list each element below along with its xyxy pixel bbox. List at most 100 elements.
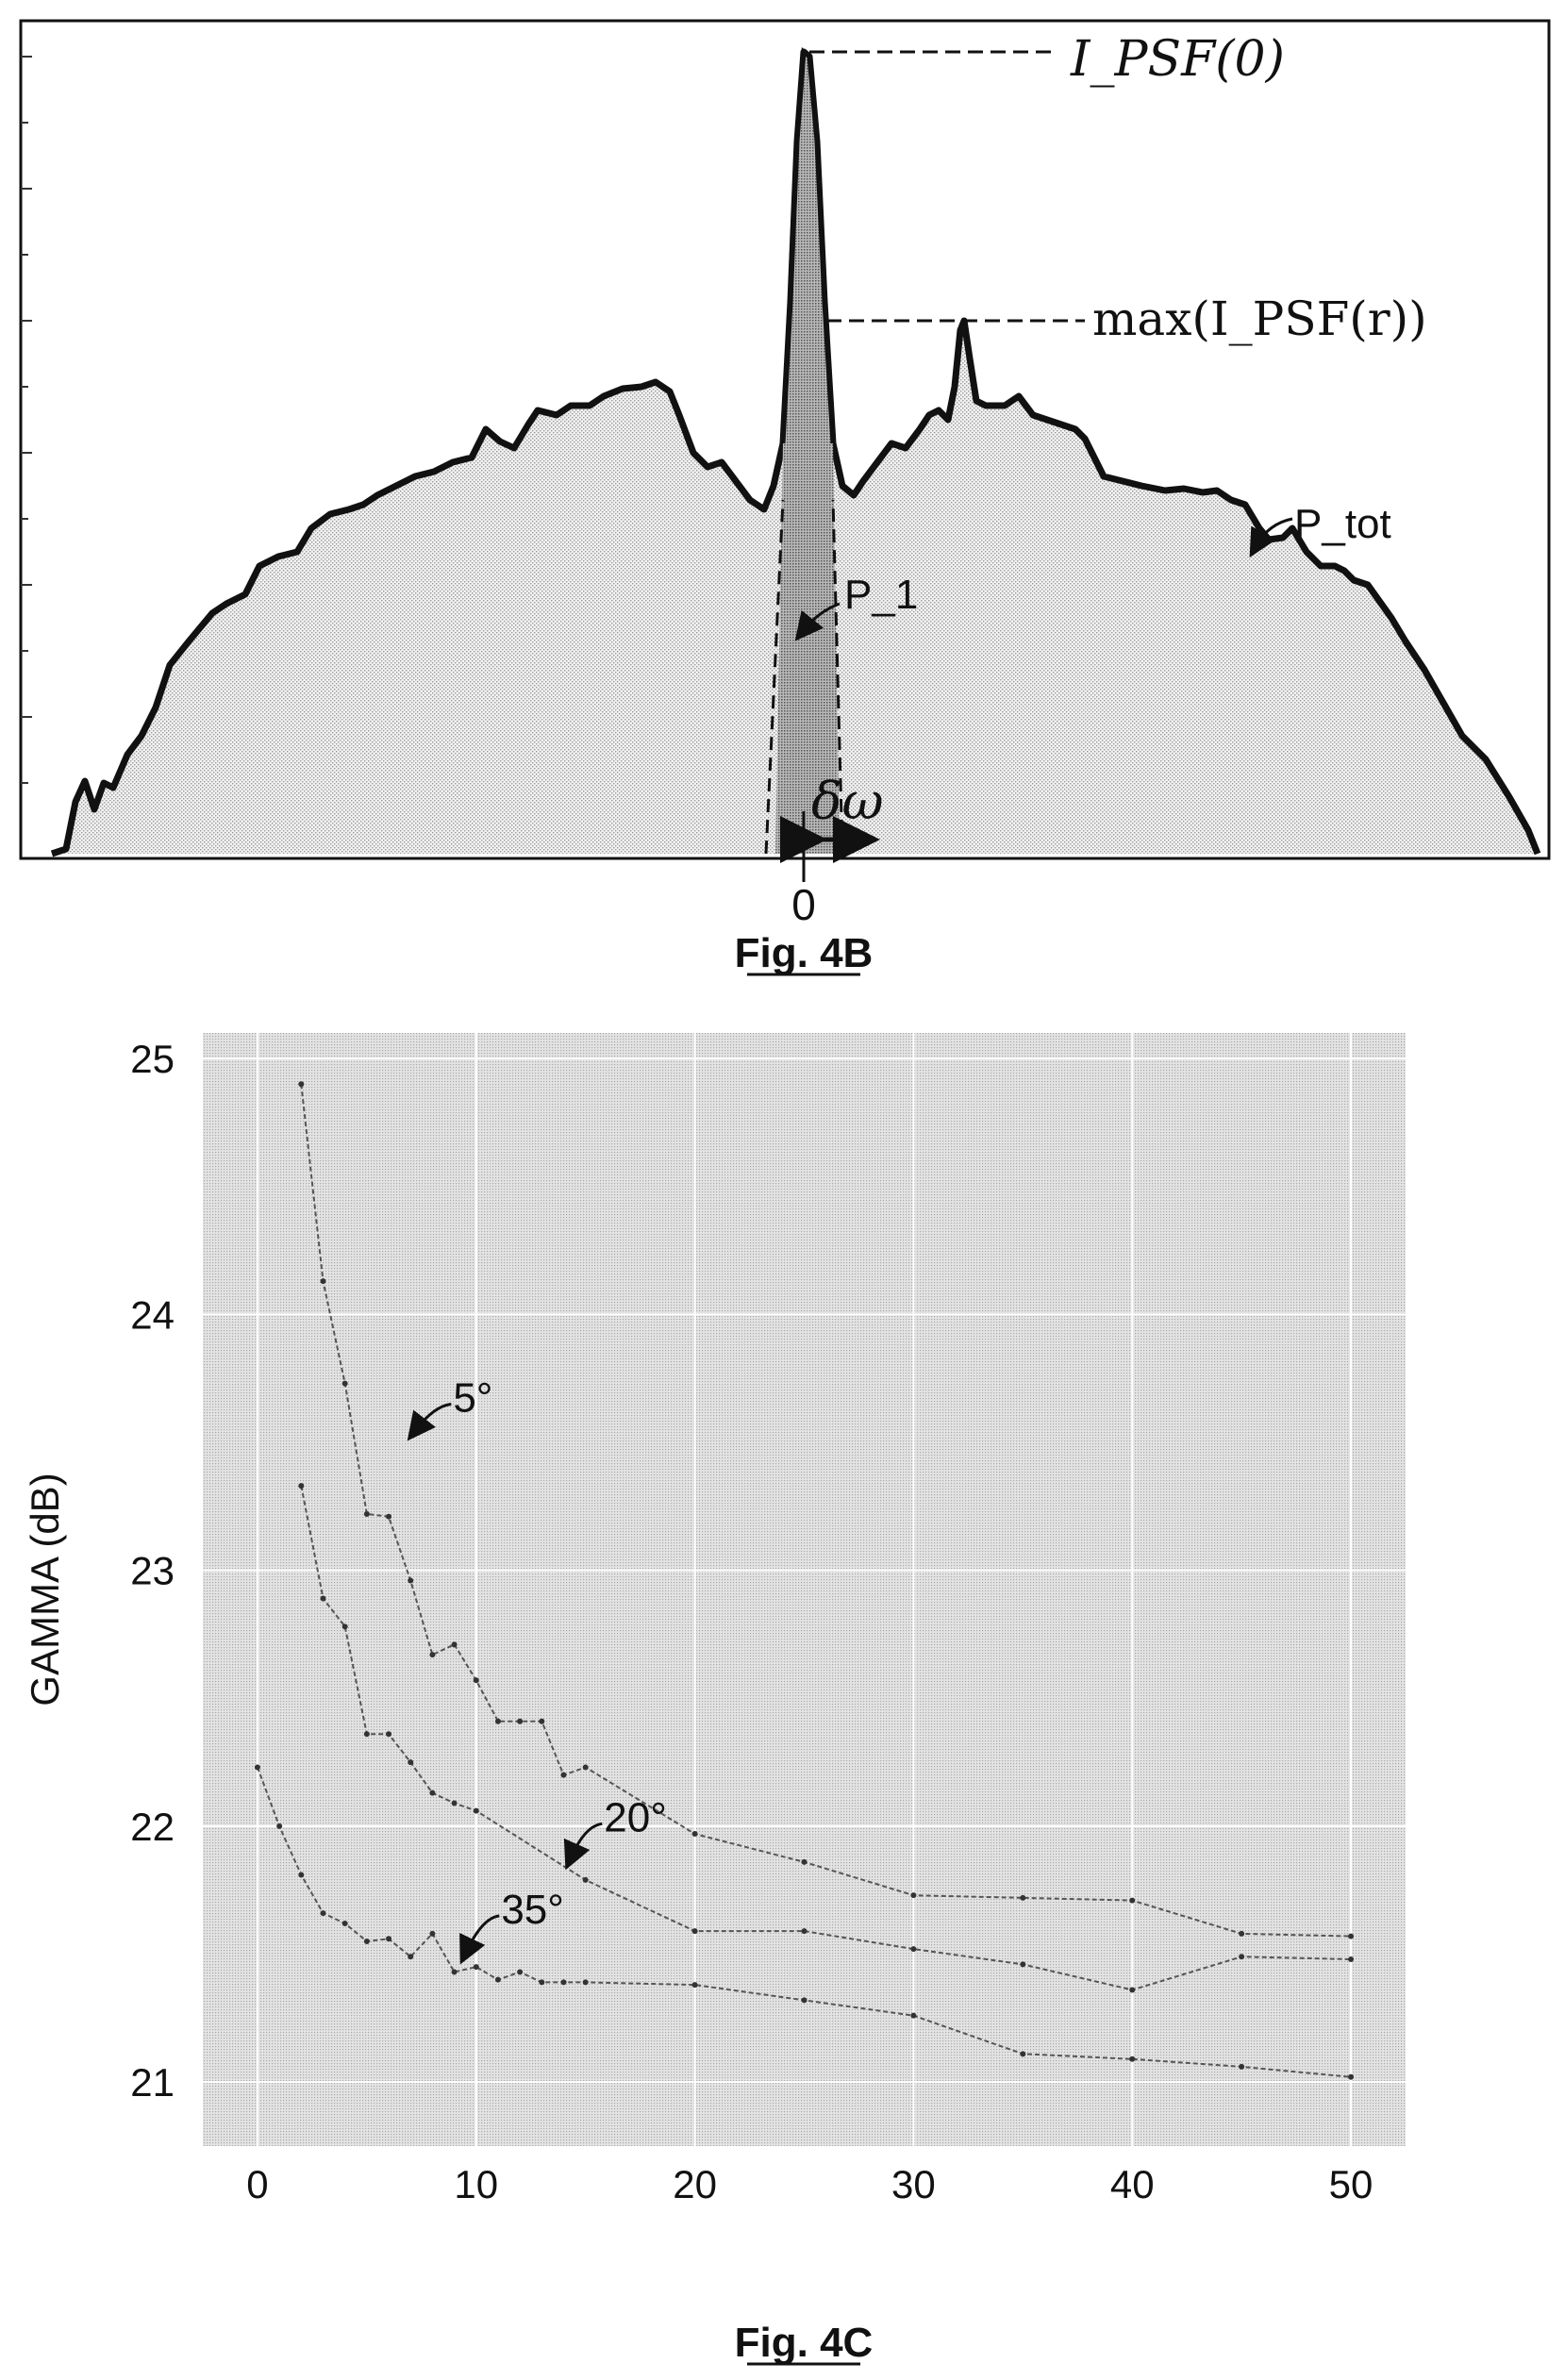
x-tick-label: 30: [891, 2162, 936, 2206]
y-tick-label: 22: [130, 1805, 175, 1849]
data-point: [801, 1997, 807, 2004]
x-tick-labels: 0 10 20 30 40 50: [246, 2162, 1373, 2206]
data-point: [298, 1483, 305, 1490]
data-point: [429, 1789, 436, 1796]
data-point: [1348, 1956, 1355, 1962]
data-point: [801, 1858, 807, 1865]
data-point: [341, 1921, 348, 1926]
data-point: [320, 1910, 326, 1917]
data-point: [1020, 2051, 1026, 2057]
p-1-arrow: [794, 602, 841, 641]
data-point: [1129, 2055, 1136, 2062]
data-point: [408, 1954, 414, 1960]
data-point: [539, 1718, 545, 1724]
figure-4b: I_PSF(0) max(I_PSF(r)) P_tot P_1 δω 0 Fi…: [19, 19, 1551, 976]
data-point: [276, 1822, 283, 1829]
data-point: [1020, 1894, 1026, 1901]
fig4b-left-ticks: [21, 56, 32, 784]
data-point: [1239, 2063, 1245, 2070]
y-tick-label: 21: [130, 2060, 175, 2105]
data-point: [1020, 1961, 1026, 1968]
central-lobe-curve: [780, 46, 836, 444]
data-point: [1129, 1897, 1136, 1904]
data-point: [1129, 1987, 1136, 1993]
y-tick-label: 24: [130, 1292, 175, 1337]
data-point: [473, 1964, 479, 1971]
series-label-arrow: [459, 1914, 500, 1965]
series-label-arrow: [407, 1402, 452, 1441]
data-point: [560, 1979, 567, 1986]
data-point: [910, 2012, 917, 2019]
series-label: 20°: [604, 1794, 667, 1840]
data-point: [539, 1979, 545, 1986]
data-point: [386, 1513, 392, 1520]
data-point: [341, 1380, 348, 1387]
data-point: [429, 1652, 436, 1658]
data-point: [582, 1979, 589, 1986]
data-point: [910, 1892, 917, 1899]
p-1-label: P_1: [844, 572, 918, 618]
x-tick-label: 10: [454, 2162, 498, 2206]
data-point: [386, 1936, 392, 1942]
x-tick-label: 0: [246, 2162, 268, 2206]
data-point: [386, 1731, 392, 1738]
data-point: [1348, 2073, 1355, 2080]
x-tick-label: 40: [1110, 2162, 1155, 2206]
data-point: [801, 1928, 807, 1935]
plot-area: [203, 1033, 1406, 2146]
data-point: [363, 1731, 370, 1738]
data-point: [341, 1623, 348, 1630]
y-tick-label: 25: [130, 1037, 175, 1081]
delta-omega-label: δω: [811, 772, 884, 831]
data-point: [582, 1764, 589, 1771]
y-tick-label: 23: [130, 1549, 175, 1593]
data-point: [1239, 1930, 1245, 1937]
data-point: [691, 1982, 698, 1989]
series-layer: 5° 20° 35°: [254, 1081, 1355, 2080]
data-point: [363, 1510, 370, 1517]
data-point: [320, 1595, 326, 1602]
data-point: [494, 1976, 501, 1983]
data-point: [254, 1764, 260, 1771]
data-point: [691, 1831, 698, 1838]
data-point: [1239, 1954, 1245, 1960]
data-point: [517, 1969, 524, 1975]
lobe-boundary-left: [764, 499, 785, 855]
data-point: [560, 1772, 567, 1778]
y-axis-label: GAMMA (dB): [23, 1473, 67, 1706]
data-point: [691, 1928, 698, 1935]
data-point: [473, 1807, 479, 1814]
origin-label: 0: [791, 880, 816, 929]
data-point: [494, 1718, 501, 1724]
p-tot-label: P_tot: [1294, 501, 1391, 547]
series-label: 35°: [501, 1887, 564, 1933]
p-tot-arrow: [1249, 517, 1293, 558]
fig4b-caption: Fig. 4B: [735, 930, 874, 976]
data-point: [451, 1641, 458, 1648]
x-tick-label: 20: [673, 2162, 717, 2206]
fig4c-caption: Fig. 4C: [735, 2320, 874, 2366]
figure-4c: 21 22 23 24 25 0 10 20 30 40 50 5° 20° 35° GAMMA (d…: [23, 1033, 1406, 2366]
central-lobe-area: [775, 52, 840, 854]
max-sidelobe-label: max(I_PSF(r)): [1092, 291, 1427, 346]
data-point: [320, 1278, 326, 1285]
data-point: [408, 1577, 414, 1584]
data-point: [473, 1677, 479, 1684]
data-point: [1348, 1933, 1355, 1939]
lobe-boundary-right: [831, 499, 844, 855]
series-label: 5°: [453, 1374, 492, 1421]
series-label-arrow: [563, 1822, 603, 1871]
psf-peak-label: I_PSF(0): [1070, 31, 1285, 88]
data-point: [363, 1938, 370, 1944]
data-point: [298, 1872, 305, 1878]
data-point: [910, 1946, 917, 1953]
data-point: [451, 1800, 458, 1806]
data-point: [408, 1759, 414, 1766]
data-point: [582, 1876, 589, 1883]
data-point: [429, 1930, 436, 1937]
x-tick-label: 50: [1329, 2162, 1374, 2206]
data-point: [517, 1718, 524, 1724]
data-point: [298, 1081, 305, 1088]
data-point: [451, 1969, 458, 1975]
